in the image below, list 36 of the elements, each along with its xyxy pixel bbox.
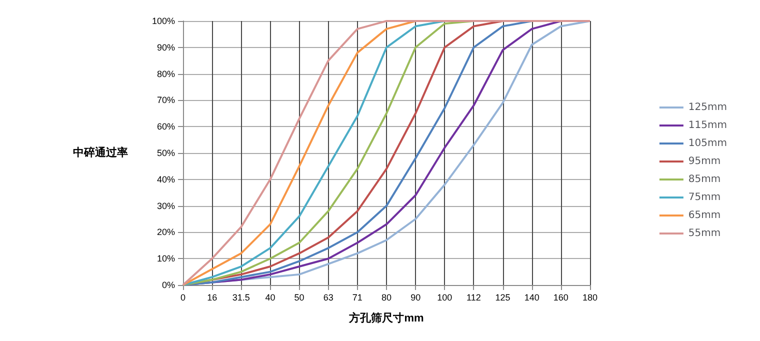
- y-tick-label: 10%: [156, 254, 175, 264]
- legend-label: 65mm: [688, 210, 721, 221]
- y-tick-label: 80%: [156, 68, 175, 79]
- legend-label: 55mm: [688, 228, 721, 239]
- legend-label: 115mm: [688, 120, 728, 131]
- x-tick-label: 50: [294, 292, 304, 302]
- x-tick-label: 112: [466, 292, 481, 302]
- y-tick-label: 30%: [156, 200, 175, 211]
- x-tick-label: 140: [524, 292, 540, 302]
- x-tick-label: 40: [265, 292, 276, 302]
- y-tick-label: 20%: [156, 227, 175, 238]
- y-tick-label: 40%: [156, 174, 175, 184]
- y-tick-label: 100%: [152, 16, 175, 26]
- legend-label: 105mm: [688, 138, 728, 149]
- x-tick-label: 31.5: [232, 292, 250, 302]
- y-axis-title: 中碎通过率: [73, 146, 128, 159]
- legend-label: 95mm: [688, 156, 721, 167]
- x-tick-label: 71: [352, 292, 362, 302]
- x-tick-label: 125: [495, 292, 510, 302]
- legend-label: 85mm: [688, 174, 721, 185]
- x-tick-label: 80: [381, 292, 392, 302]
- y-tick-label: 70%: [156, 95, 175, 106]
- y-tick-label: 60%: [156, 122, 175, 132]
- y-tick-label: 50%: [156, 148, 175, 158]
- y-tick-label: 0%: [162, 280, 175, 290]
- y-tick-label: 90%: [156, 42, 175, 52]
- x-tick-label: 16: [207, 292, 218, 302]
- x-tick-label: 100: [437, 292, 452, 302]
- x-axis-title: 方孔筛尺寸mm: [348, 312, 424, 324]
- x-tick-label: 63: [323, 292, 334, 302]
- x-tick-label: 0: [180, 292, 186, 302]
- x-tick-label: 160: [553, 292, 568, 302]
- legend-label: 75mm: [688, 192, 721, 203]
- x-tick-label: 180: [582, 292, 598, 302]
- x-tick-label: 90: [410, 292, 421, 302]
- legend-label: 125mm: [688, 102, 728, 113]
